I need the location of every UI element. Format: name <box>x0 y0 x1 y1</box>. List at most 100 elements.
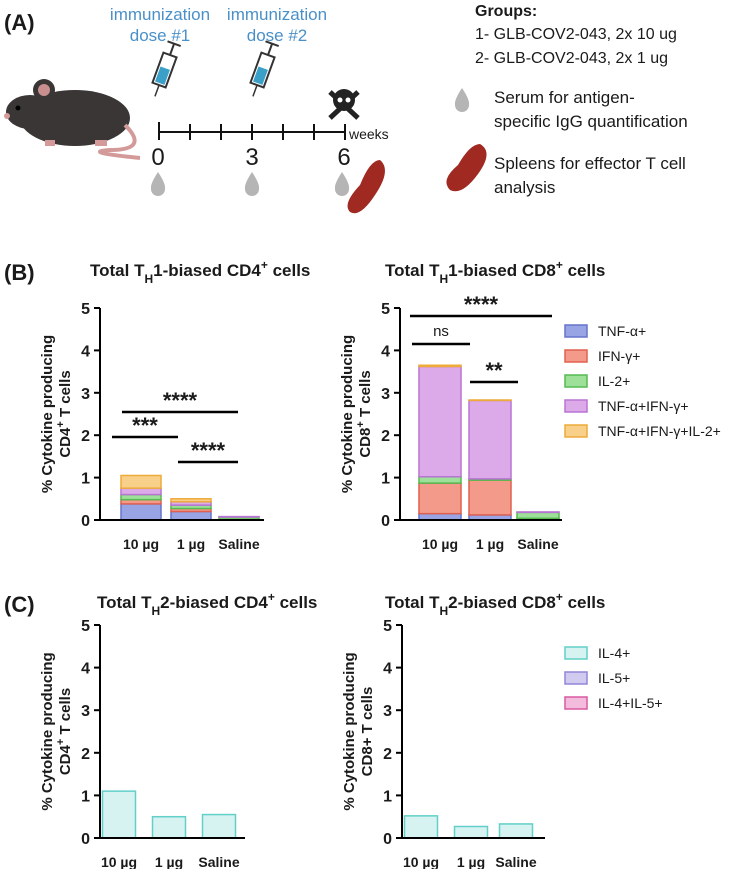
title-part: + <box>556 590 563 604</box>
skull-icon <box>328 89 360 120</box>
title-part: H <box>439 604 448 618</box>
syringe-icon <box>249 40 280 97</box>
groups-title: Groups: <box>475 3 537 20</box>
significance-label: **** <box>464 292 499 317</box>
y-tick-label: 2 <box>81 428 90 445</box>
y-tick-label: 5 <box>381 301 390 318</box>
y-tick-label: 1 <box>81 471 90 488</box>
legend-swatch <box>564 646 588 660</box>
title-part: + <box>268 590 275 604</box>
y-label-part: CD4 <box>57 744 74 775</box>
bar-segment <box>418 482 462 515</box>
y-axis-label: % Cytokine producing <box>39 335 56 493</box>
significance-label: *** <box>132 413 158 438</box>
bar-segment <box>516 511 560 520</box>
drop-icon <box>150 88 470 196</box>
y-tick-label: 4 <box>81 343 90 360</box>
bar-segment <box>120 487 162 496</box>
week-label: 6 <box>337 144 350 171</box>
y-tick-label: 0 <box>383 831 392 848</box>
x-tick-label: 1 µg <box>177 536 205 552</box>
legend-swatch <box>564 671 588 685</box>
x-tick-label: 1 µg <box>457 854 485 869</box>
title-part: + <box>261 258 268 272</box>
x-tick-label: 10 µg <box>403 854 439 869</box>
x-tick-label: 10 µg <box>123 536 159 552</box>
chart-title: Total TH1-biased CD8+ cells <box>385 258 605 286</box>
legend-swatch <box>564 374 588 388</box>
y-tick-label: 3 <box>381 386 390 403</box>
x-tick-label: Saline <box>198 854 239 869</box>
y-tick-label: 5 <box>383 618 392 635</box>
bar-segment <box>468 479 512 516</box>
bar-segment <box>403 815 439 839</box>
timeline <box>158 122 346 140</box>
y-axis-label: % Cytokine producing <box>39 652 56 810</box>
y-tick-label: 1 <box>381 471 390 488</box>
mouse-icon <box>4 79 141 160</box>
y-tick-label: 1 <box>81 788 90 805</box>
legend-swatch <box>564 324 588 338</box>
legend-label: IL-2+ <box>598 373 630 389</box>
y-label-part: T cells <box>357 370 374 421</box>
title-part: H <box>439 272 448 286</box>
bar-segment <box>201 813 237 839</box>
x-tick-label: Saline <box>495 854 536 869</box>
bar-segment <box>418 365 462 478</box>
bar-segment <box>453 825 489 839</box>
panel-label: (B) <box>4 260 35 285</box>
x-tick-label: Saline <box>517 536 558 552</box>
bar-segment <box>170 510 212 521</box>
y-label-part: CD8+ T cells <box>359 687 376 777</box>
x-tick-label: Saline <box>218 536 259 552</box>
title-part: 2-biased CD8 <box>448 593 556 612</box>
panel-label: (A) <box>4 10 35 35</box>
y-tick-label: 2 <box>383 746 392 763</box>
legend-label: IL-5+ <box>598 670 630 686</box>
dose-label: immunization <box>227 5 327 24</box>
spleen-icon <box>347 144 487 214</box>
title-part: Total T <box>90 261 145 280</box>
significance-label: ** <box>485 358 503 383</box>
y-tick-label: 4 <box>81 661 90 678</box>
y-tick-label: 3 <box>81 386 90 403</box>
y-label-part: T cells <box>57 688 74 739</box>
y-label-part: + <box>55 421 67 427</box>
title-part: cells <box>275 593 318 612</box>
bar-segment <box>101 790 137 839</box>
serum-text: Serum for antigen- <box>494 88 635 107</box>
bar-segment <box>418 476 462 484</box>
legend-label: IFN-γ+ <box>598 348 640 364</box>
x-tick-label: 10 µg <box>422 536 458 552</box>
y-tick-label: 4 <box>381 343 390 360</box>
y-tick-label: 3 <box>383 703 392 720</box>
y-label-part: + <box>55 739 67 745</box>
legend-label: TNF-α+IFN-γ+IL-2+ <box>598 423 721 439</box>
bar-segment <box>120 474 162 489</box>
significance-label: ns <box>433 323 449 340</box>
significance-label: **** <box>191 438 226 463</box>
title-part: 1-biased CD8 <box>448 261 556 280</box>
bar-segment <box>120 493 162 501</box>
legend-swatch <box>564 424 588 438</box>
title-part: cells <box>563 261 606 280</box>
title-part: 1-biased CD4 <box>153 261 261 280</box>
legend-swatch <box>564 696 588 710</box>
title-part: Total T <box>385 593 440 612</box>
title-part: H <box>151 604 160 618</box>
legend-label: IL-4+ <box>598 645 630 661</box>
y-tick-label: 1 <box>383 788 392 805</box>
title-part: cells <box>268 261 311 280</box>
y-axis-label: % Cytokine producing <box>339 335 356 493</box>
bar-segment <box>468 399 512 480</box>
title-part: Total T <box>97 593 152 612</box>
chart-title: Total TH1-biased CD4+ cells <box>90 258 310 286</box>
y-label-part: + <box>355 421 367 427</box>
legend-label: TNF-α+ <box>598 323 646 339</box>
title-part: + <box>556 258 563 272</box>
y-tick-label: 3 <box>81 703 90 720</box>
group-item: 2- GLB-COV2-043, 2x 1 ug <box>475 50 668 67</box>
y-tick-label: 4 <box>383 661 392 678</box>
significance-label: **** <box>163 388 198 413</box>
week-label: 0 <box>151 144 164 171</box>
